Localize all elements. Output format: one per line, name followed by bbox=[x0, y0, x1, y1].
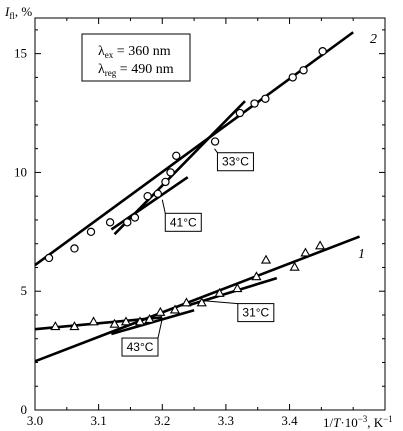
data-point-series-2 bbox=[250, 99, 259, 108]
data-point-series-1 bbox=[109, 318, 120, 328]
x-axis-label-main: 1/ bbox=[323, 415, 334, 430]
data-point-series-2 bbox=[172, 151, 181, 160]
data-point-series-2 bbox=[210, 137, 220, 146]
data-point-series-2 bbox=[166, 168, 175, 177]
y-axis-label-main: I bbox=[4, 4, 10, 19]
x-axis-label: 1/T·10−3, K−1 bbox=[323, 414, 393, 430]
y-axis-label-sub: fl bbox=[9, 11, 15, 21]
temperature-callout-43: 43°C bbox=[127, 340, 154, 354]
temperature-callout-leader-31 bbox=[203, 300, 238, 305]
legend-line-registration: λreg = 490 nm bbox=[98, 62, 174, 78]
y-tick-label: 5 bbox=[21, 283, 28, 298]
y-tick-label: 10 bbox=[14, 164, 27, 179]
data-point-series-2 bbox=[70, 244, 79, 253]
data-point-series-1 bbox=[69, 321, 80, 331]
temperature-callout-box-33 bbox=[216, 152, 254, 172]
x-tick-label: 3.3 bbox=[218, 413, 234, 428]
annotations: 33°C 41°C 31°C 43°C bbox=[121, 148, 275, 357]
data-point-series-1 bbox=[300, 247, 311, 257]
data-point-series-1 bbox=[232, 283, 243, 293]
y-axis-label: Ifl, % bbox=[4, 4, 32, 21]
data-point-series-2 bbox=[299, 66, 308, 75]
data-point-series-2 bbox=[235, 108, 245, 118]
temperature-callout-33: 33°C bbox=[222, 155, 249, 169]
x-tick-label: 3.0 bbox=[27, 413, 43, 428]
temperature-callout-31: 31°C bbox=[242, 306, 269, 320]
data-point-series-2 bbox=[143, 191, 152, 201]
curve-label-2: 2 bbox=[370, 32, 377, 47]
data-point-series-1 bbox=[196, 297, 207, 307]
data-point-series-1 bbox=[169, 304, 181, 314]
x-tick-label: 3.2 bbox=[154, 413, 170, 428]
data-point-series-1 bbox=[144, 313, 155, 324]
data-point-series-1 bbox=[134, 316, 146, 326]
data-point-series-2 bbox=[44, 253, 54, 263]
data-markers bbox=[44, 47, 327, 331]
data-point-series-1 bbox=[120, 316, 132, 326]
temperature-callout-41: 41°C bbox=[170, 215, 197, 229]
data-point-series-1 bbox=[315, 240, 326, 250]
data-point-series-1 bbox=[251, 271, 262, 281]
data-point-series-1 bbox=[214, 287, 225, 297]
legend-line-excitation: λex = 360 nm bbox=[98, 44, 171, 60]
y-axis-label-unit: , % bbox=[15, 4, 33, 19]
x-axis-label-exp: −3 bbox=[358, 414, 368, 424]
data-point-series-1 bbox=[88, 316, 99, 326]
data-point-series-2 bbox=[318, 47, 327, 56]
legend-box: λex = 360 nm λreg = 490 nm bbox=[81, 33, 191, 82]
data-point-series-2 bbox=[153, 189, 163, 199]
data-point-series-2 bbox=[86, 227, 96, 237]
fit-lines bbox=[34, 31, 361, 363]
x-tick-label: 3.4 bbox=[281, 413, 298, 428]
data-point-series-1 bbox=[155, 306, 166, 316]
temperature-callout-leader-41 bbox=[161, 199, 166, 214]
data-point-series-2 bbox=[261, 94, 270, 103]
fit-line-series-1-3 bbox=[34, 235, 361, 363]
data-point-series-1 bbox=[50, 321, 61, 331]
x-axis-label-unit-exp: −1 bbox=[383, 414, 393, 424]
temperature-callout-box-31 bbox=[237, 303, 275, 323]
data-point-series-2 bbox=[161, 177, 170, 187]
data-point-series-2 bbox=[105, 218, 115, 227]
curve-label-1: 1 bbox=[358, 247, 365, 262]
data-point-series-2 bbox=[123, 218, 132, 227]
data-point-series-1 bbox=[289, 261, 300, 271]
y-tick-label: 0 bbox=[21, 402, 28, 417]
x-axis-label-unit: , K bbox=[367, 415, 384, 430]
legend-box-frame bbox=[81, 33, 191, 82]
data-point-series-1 bbox=[260, 254, 272, 264]
axes: 3.0 3.1 3.2 3.3 3.4 0 5 10 15 bbox=[14, 17, 386, 428]
data-point-series-1 bbox=[181, 297, 192, 307]
temperature-callout-box-41 bbox=[164, 212, 202, 232]
temperature-callout-box-43 bbox=[121, 337, 159, 357]
plot-frame bbox=[34, 17, 386, 411]
x-tick-label: 3.1 bbox=[91, 413, 107, 428]
y-tick-label: 15 bbox=[14, 46, 27, 61]
data-point-series-2 bbox=[288, 73, 297, 82]
temperature-callout-leader-43 bbox=[157, 318, 163, 339]
x-axis-label-T: T bbox=[333, 415, 341, 430]
data-point-series-2 bbox=[130, 213, 140, 222]
temperature-callout-leader-33 bbox=[214, 148, 218, 154]
x-axis-label-rest: ·10 bbox=[340, 415, 357, 430]
